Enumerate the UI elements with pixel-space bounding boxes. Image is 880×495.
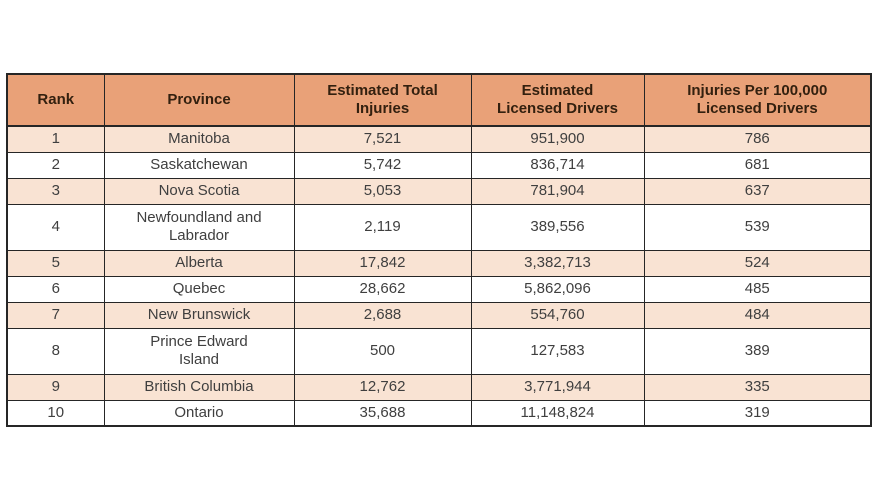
province-cell: Manitoba	[103, 125, 295, 153]
licensed-drivers-cell: 5,862,096	[470, 275, 645, 303]
injuries-per-100k-cell: 389	[643, 327, 872, 375]
licensed-drivers-cell: 3,771,944	[470, 373, 645, 401]
injuries-per-100k-cell: 485	[643, 275, 872, 303]
rank-cell: 2	[6, 151, 105, 179]
province-cell: Nova Scotia	[103, 177, 295, 205]
table-row: 4 Newfoundland and Labrador 2,119 389,55…	[6, 203, 872, 251]
total-injuries-cell: 35,688	[293, 399, 472, 427]
injuries-per-100k-cell: 524	[643, 249, 872, 277]
injuries-per-100k-cell: 681	[643, 151, 872, 179]
rank-cell: 9	[6, 373, 105, 401]
licensed-drivers-cell: 781,904	[470, 177, 645, 205]
header-row: Rank Province Estimated Total Injuries E…	[6, 73, 872, 127]
province-cell: Saskatchewan	[103, 151, 295, 179]
rank-cell: 10	[6, 399, 105, 427]
province-cell: Newfoundland and Labrador	[103, 203, 295, 251]
table-row: 6 Quebec 28,662 5,862,096 485	[6, 275, 872, 303]
injuries-per-100k-cell: 335	[643, 373, 872, 401]
total-injuries-cell: 5,742	[293, 151, 472, 179]
injuries-per-100k-cell: 637	[643, 177, 872, 205]
licensed-drivers-cell: 951,900	[470, 125, 645, 153]
rank-cell: 6	[6, 275, 105, 303]
column-header-rank: Rank	[6, 73, 105, 127]
table-row: 7 New Brunswick 2,688 554,760 484	[6, 301, 872, 329]
injuries-per-100k-cell: 539	[643, 203, 872, 251]
province-cell: New Brunswick	[103, 301, 295, 329]
column-header-injuries-per-100k: Injuries Per 100,000 Licensed Drivers	[643, 73, 872, 127]
total-injuries-cell: 28,662	[293, 275, 472, 303]
total-injuries-cell: 2,119	[293, 203, 472, 251]
licensed-drivers-cell: 3,382,713	[470, 249, 645, 277]
rank-cell: 1	[6, 125, 105, 153]
column-header-province: Province	[103, 73, 295, 127]
table-row: 2 Saskatchewan 5,742 836,714 681	[6, 151, 872, 179]
injuries-per-100k-cell: 786	[643, 125, 872, 153]
province-cell: British Columbia	[103, 373, 295, 401]
column-header-licensed-drivers: Estimated Licensed Drivers	[470, 73, 645, 127]
injuries-per-100k-cell: 484	[643, 301, 872, 329]
table-row: 3 Nova Scotia 5,053 781,904 637	[6, 177, 872, 205]
licensed-drivers-cell: 127,583	[470, 327, 645, 375]
injuries-per-100k-cell: 319	[643, 399, 872, 427]
rank-cell: 7	[6, 301, 105, 329]
total-injuries-cell: 2,688	[293, 301, 472, 329]
licensed-drivers-cell: 554,760	[470, 301, 645, 329]
province-cell: Alberta	[103, 249, 295, 277]
rank-cell: 4	[6, 203, 105, 251]
total-injuries-cell: 17,842	[293, 249, 472, 277]
rank-cell: 8	[6, 327, 105, 375]
table-row: 5 Alberta 17,842 3,382,713 524	[6, 249, 872, 277]
total-injuries-cell: 500	[293, 327, 472, 375]
table-row: 1 Manitoba 7,521 951,900 786	[6, 125, 872, 153]
column-header-total-injuries: Estimated Total Injuries	[293, 73, 472, 127]
province-cell: Ontario	[103, 399, 295, 427]
licensed-drivers-cell: 389,556	[470, 203, 645, 251]
rank-cell: 3	[6, 177, 105, 205]
total-injuries-cell: 12,762	[293, 373, 472, 401]
rank-cell: 5	[6, 249, 105, 277]
province-cell: Quebec	[103, 275, 295, 303]
province-cell: Prince Edward Island	[103, 327, 295, 375]
licensed-drivers-cell: 11,148,824	[470, 399, 645, 427]
table-row: 8 Prince Edward Island 500 127,583 389	[6, 327, 872, 375]
total-injuries-cell: 7,521	[293, 125, 472, 153]
licensed-drivers-cell: 836,714	[470, 151, 645, 179]
total-injuries-cell: 5,053	[293, 177, 472, 205]
injury-statistics-table: Rank Province Estimated Total Injuries E…	[6, 73, 872, 427]
table-row: 10 Ontario 35,688 11,148,824 319	[6, 399, 872, 427]
table-row: 9 British Columbia 12,762 3,771,944 335	[6, 373, 872, 401]
